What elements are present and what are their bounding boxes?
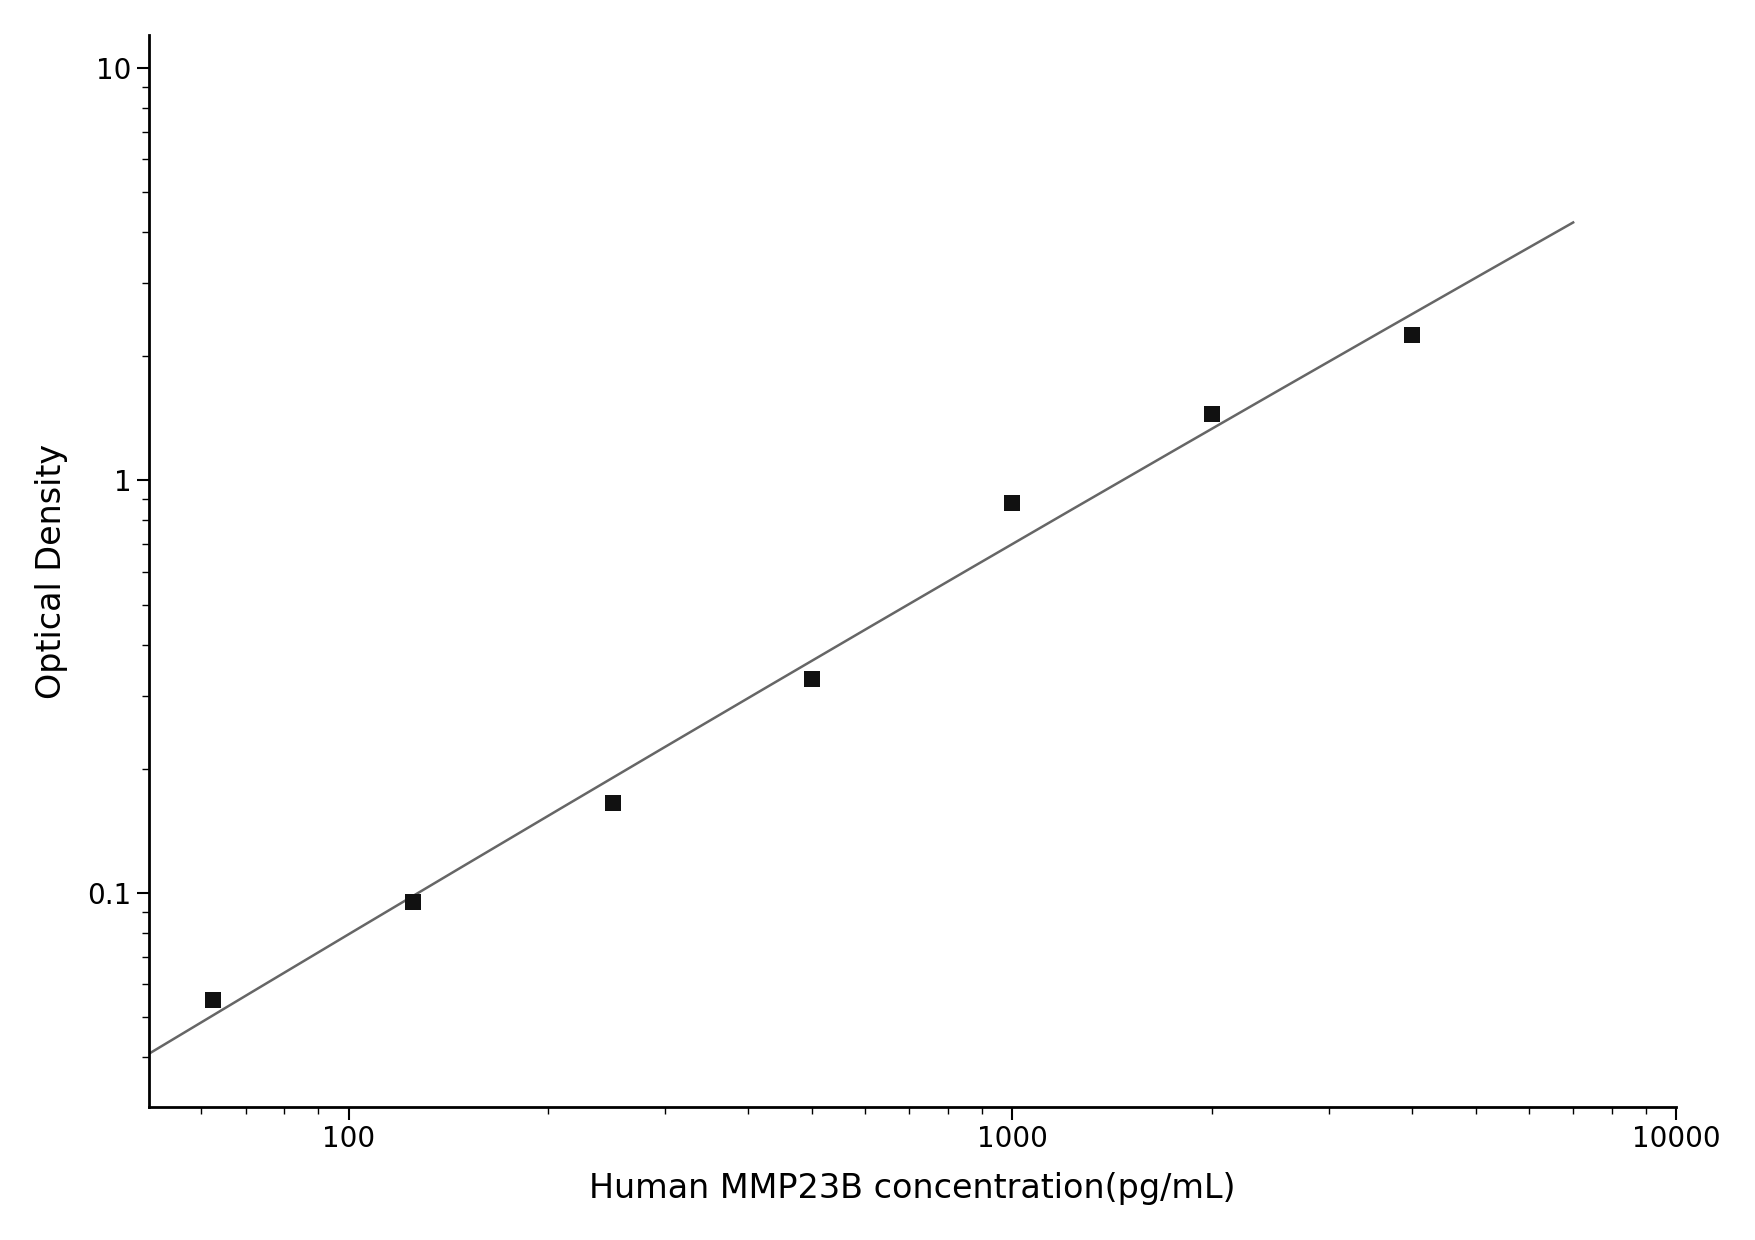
Point bbox=[1397, 325, 1425, 345]
Y-axis label: Optical Density: Optical Density bbox=[35, 444, 68, 698]
Point bbox=[598, 794, 627, 813]
Point bbox=[398, 893, 426, 913]
Point bbox=[999, 494, 1027, 513]
Point bbox=[198, 990, 226, 1009]
Point bbox=[1199, 404, 1227, 424]
Point bbox=[799, 670, 827, 689]
X-axis label: Human MMP23B concentration(pg/mL): Human MMP23B concentration(pg/mL) bbox=[590, 1172, 1236, 1205]
